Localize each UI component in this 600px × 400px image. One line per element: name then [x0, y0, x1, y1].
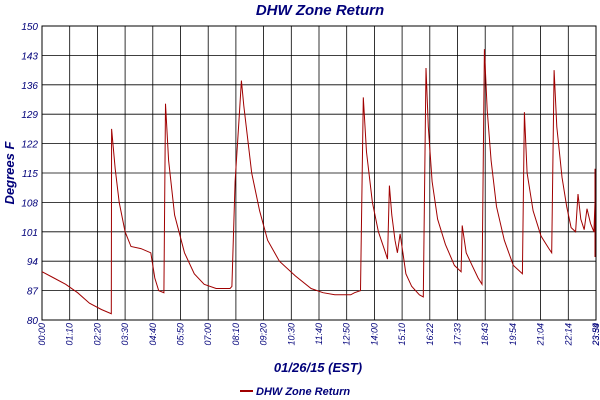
x-tick-label: 00:00 — [37, 323, 47, 346]
x-tick-label: 04:40 — [148, 323, 158, 346]
y-tick-label: 80 — [27, 316, 39, 327]
y-tick-label: 87 — [27, 287, 39, 298]
y-tick-label: 115 — [22, 169, 38, 180]
y-tick-label: 101 — [21, 228, 38, 239]
chart-title: DHW Zone Return — [256, 2, 384, 19]
y-tick-label: 108 — [21, 198, 38, 209]
y-tick-labels: 80 87 94 101 108 115 122 129 136 143 150 — [21, 22, 38, 327]
y-tick-label: 94 — [27, 257, 39, 268]
x-axis-label: 01/26/15 (EST) — [274, 360, 362, 375]
y-tick-label: 136 — [21, 81, 38, 92]
x-tick-label: 14:00 — [369, 323, 379, 346]
x-tick-label: 17:33 — [453, 323, 463, 346]
x-tick-label: 16:22 — [425, 323, 435, 346]
x-tick-label: 05:50 — [176, 323, 186, 346]
grid — [41, 25, 597, 321]
x-tick-label: 11:40 — [314, 323, 324, 345]
plot-area — [41, 25, 597, 321]
x-tick-label: 08:10 — [231, 323, 241, 346]
x-tick-labels: 00:00 01:10 02:20 03:30 04:40 05:50 07:00 08:10… — [37, 323, 600, 347]
y-tick-label: 122 — [21, 140, 38, 151]
x-tick-label: 18:43 — [480, 323, 490, 346]
series-line-dhw-zone-return — [41, 49, 596, 315]
x-tick-label: 15:10 — [397, 323, 407, 346]
x-tick-label: 23:59 — [591, 323, 600, 347]
x-tick-label: 19:54 — [508, 323, 518, 346]
x-tick-label: 10:30 — [286, 323, 296, 346]
y-tick-label: 143 — [21, 51, 38, 62]
y-axis-label: Degrees F — [2, 141, 17, 205]
x-tick-label: 03:30 — [120, 323, 130, 346]
x-tick-label: 23:34 — [591, 323, 600, 347]
x-tick-label: 02:20 — [92, 323, 102, 346]
x-tick-label: 12:50 — [342, 323, 352, 346]
x-tick-label: 09:20 — [259, 323, 269, 346]
x-tick-label: 01:10 — [65, 323, 75, 346]
legend: DHW Zone Return — [240, 386, 350, 398]
legend-entry-label: DHW Zone Return — [256, 386, 350, 398]
x-tick-label: 22:14 — [563, 323, 573, 347]
y-tick-label: 129 — [21, 110, 38, 121]
x-tick-label: 07:00 — [203, 323, 213, 346]
y-tick-label: 150 — [21, 22, 38, 33]
x-tick-label: 21:04 — [536, 323, 546, 347]
